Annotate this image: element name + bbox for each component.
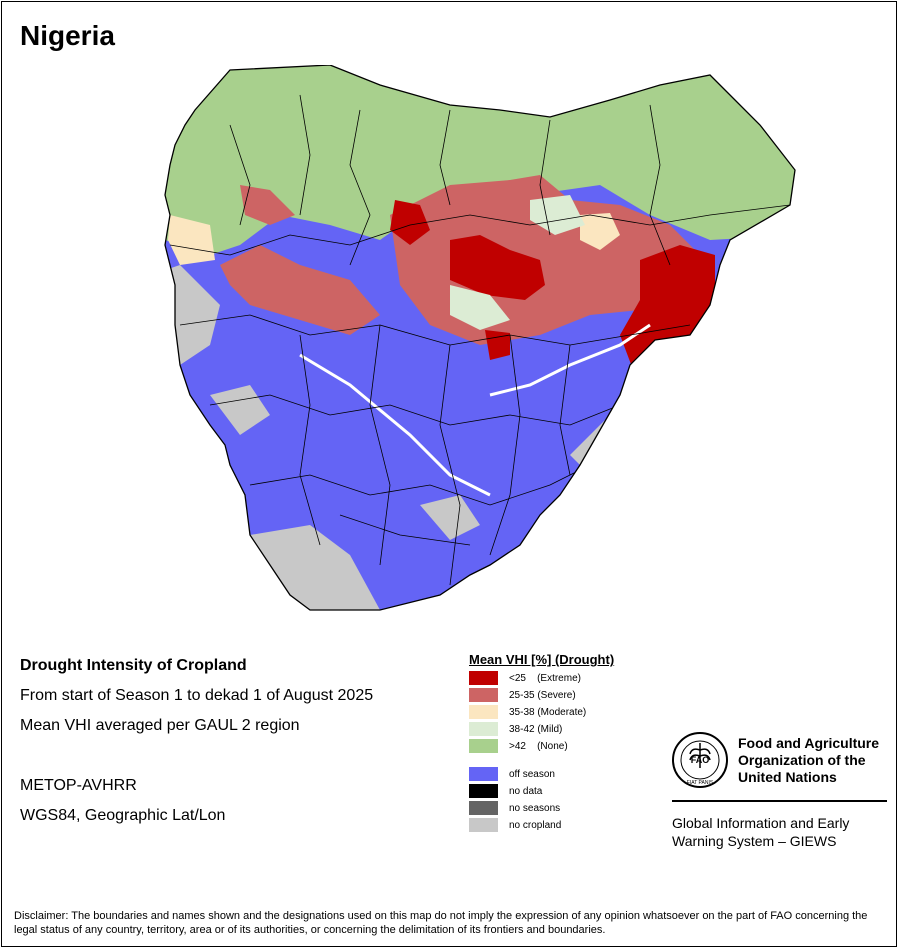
admin-boundaries	[169, 94, 791, 586]
severe-drought-northwest	[220, 245, 380, 335]
moderate-drought-east	[580, 213, 620, 250]
giews-name: Global Information and Early Warning Sys…	[672, 814, 849, 850]
fao-logo-text: FAO	[691, 755, 710, 765]
legend-label: >42 (None)	[509, 740, 568, 752]
legend-item-no-cropland: no cropland	[469, 818, 561, 832]
legend-item-off-season: off season	[469, 767, 555, 781]
fao-logo: FAO FIAT PANIS	[672, 732, 728, 788]
disclaimer: Disclaimer: The boundaries and names sho…	[14, 910, 868, 936]
legend-label: no cropland	[509, 819, 562, 831]
legend-item-none: >42 (None)	[469, 739, 568, 753]
legend-item-moderate: 35-38 (Moderate)	[469, 705, 586, 719]
extreme-drought-spot	[485, 330, 510, 360]
fao-name-line2: Organization of the	[738, 752, 866, 768]
extreme-drought-central	[450, 235, 545, 300]
fao-name: Food and Agriculture Organization of the…	[738, 735, 879, 786]
country-outline	[164, 65, 796, 611]
legend-title: Mean VHI [%] (Drought)	[469, 652, 615, 667]
map-period: From start of Season 1 to dekad 1 of Aug…	[20, 687, 374, 704]
legend-item-severe: 25-35 (Severe)	[469, 688, 576, 702]
severe-drought-border	[240, 185, 295, 225]
legend-item-no-seasons: no seasons	[469, 801, 560, 815]
legend-item-mild: 38-42 (Mild)	[469, 722, 562, 736]
legend-swatch	[469, 739, 498, 753]
legend-swatch	[469, 671, 498, 685]
map-method: Mean VHI averaged per GAUL 2 region	[20, 717, 300, 734]
fao-name-line3: United Nations	[738, 769, 837, 785]
legend-swatch	[469, 767, 498, 781]
no-cropland-northeast-edge	[730, 95, 795, 205]
mild-drought-central	[450, 285, 510, 330]
legend-label: <25 (Extreme)	[509, 672, 581, 684]
no-cropland-delta	[420, 495, 480, 540]
map-sensor: METOP-AVHRR	[20, 777, 137, 794]
legend-swatch	[469, 784, 498, 798]
legend-item-extreme: <25 (Extreme)	[469, 671, 581, 685]
legend-label: 25-35 (Severe)	[509, 689, 576, 701]
legend-label: off season	[509, 768, 555, 780]
legend-item-no-data: no data	[469, 784, 542, 798]
legend-label: 38-42 (Mild)	[509, 723, 563, 735]
no-drought-region	[165, 65, 795, 255]
legend-swatch	[469, 818, 498, 832]
extreme-drought-east	[620, 245, 715, 375]
fao-name-line1: Food and Agriculture	[738, 735, 880, 751]
river-niger	[299, 353, 491, 497]
legend-swatch	[469, 688, 498, 702]
legend-label: no seasons	[509, 802, 561, 814]
giews-line2: Warning System – GIEWS	[672, 833, 837, 849]
moderate-drought-northwest	[168, 215, 215, 265]
legend-label: 35-38 (Moderate)	[509, 706, 587, 718]
legend-swatch	[469, 705, 498, 719]
extreme-drought-north	[390, 200, 430, 245]
legend-label: no data	[509, 785, 543, 797]
map-projection: WGS84, Geographic Lat/Lon	[20, 807, 226, 824]
legend-swatch	[469, 722, 498, 736]
fao-divider	[672, 800, 887, 802]
legend-swatch	[469, 801, 498, 815]
fao-logo-motto: FIAT PANIS	[687, 780, 714, 786]
map-heading: Drought Intensity of Cropland	[20, 657, 247, 674]
nigeria-map	[164, 65, 796, 611]
map-title: Nigeria	[20, 20, 115, 51]
giews-line1: Global Information and Early	[672, 815, 850, 831]
